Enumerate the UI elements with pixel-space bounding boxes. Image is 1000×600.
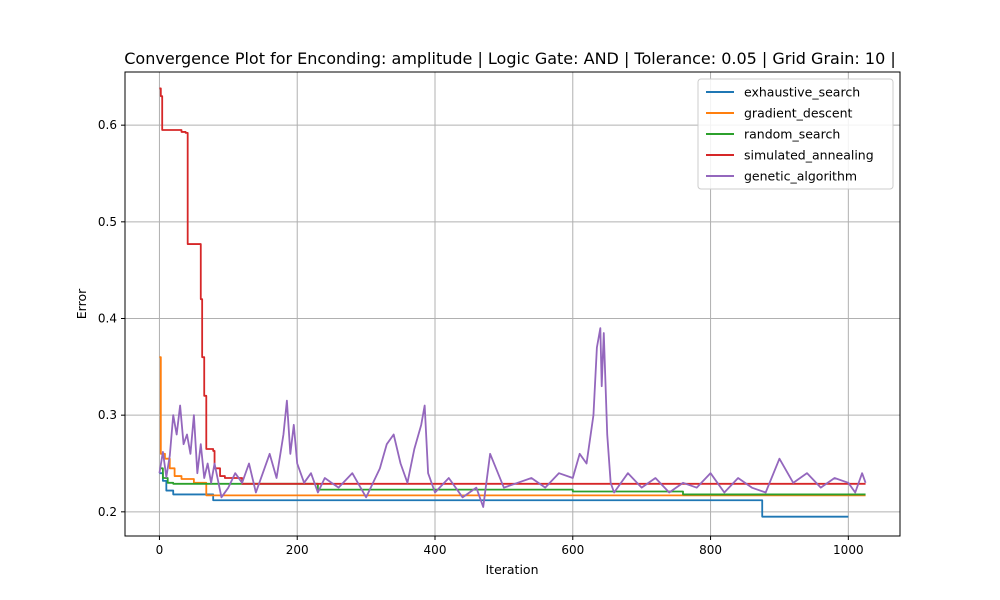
legend-entry-label: gradient_descent [744, 106, 853, 121]
x-tick-label: 800 [699, 543, 722, 557]
x-tick-label: 200 [286, 543, 309, 557]
series-line-exhaustive-search [159, 472, 849, 518]
y-tick-label: 0.5 [98, 215, 117, 229]
axis-ticks: 0 200 400 600 800 1000 0.2 0.3 0.4 0.5 0.6 [98, 118, 864, 557]
series-line-gradient-descent [159, 356, 866, 497]
legend-box [697, 78, 894, 190]
x-tick-label: 1000 [833, 543, 864, 557]
y-axis-label: Error [74, 288, 89, 319]
y-tick-label: 0.6 [98, 118, 117, 132]
series-line-genetic-algorithm [158, 327, 867, 508]
plot-frame [124, 71, 901, 537]
legend-entry-label: genetic_algorithm [744, 169, 857, 184]
legend: exhaustive_search gradient_descent random_… [697, 78, 894, 190]
x-tick-label: 600 [561, 543, 584, 557]
legend-entry-label: simulated_annealing [744, 148, 874, 163]
x-tick-label: 0 [156, 543, 164, 557]
chart-title: Convergence Plot for Enconding: amplitud… [124, 49, 895, 68]
series-line-simulated-annealing [159, 87, 866, 485]
x-axis-label: Iteration [485, 562, 538, 577]
y-tick-label: 0.2 [98, 505, 117, 519]
y-tick-label: 0.4 [98, 312, 117, 326]
legend-entry-label: random_search [744, 127, 840, 142]
series-lines [158, 87, 867, 518]
y-tick-label: 0.3 [98, 408, 117, 422]
x-tick-label: 400 [424, 543, 447, 557]
legend-entry-label: exhaustive_search [744, 85, 860, 100]
